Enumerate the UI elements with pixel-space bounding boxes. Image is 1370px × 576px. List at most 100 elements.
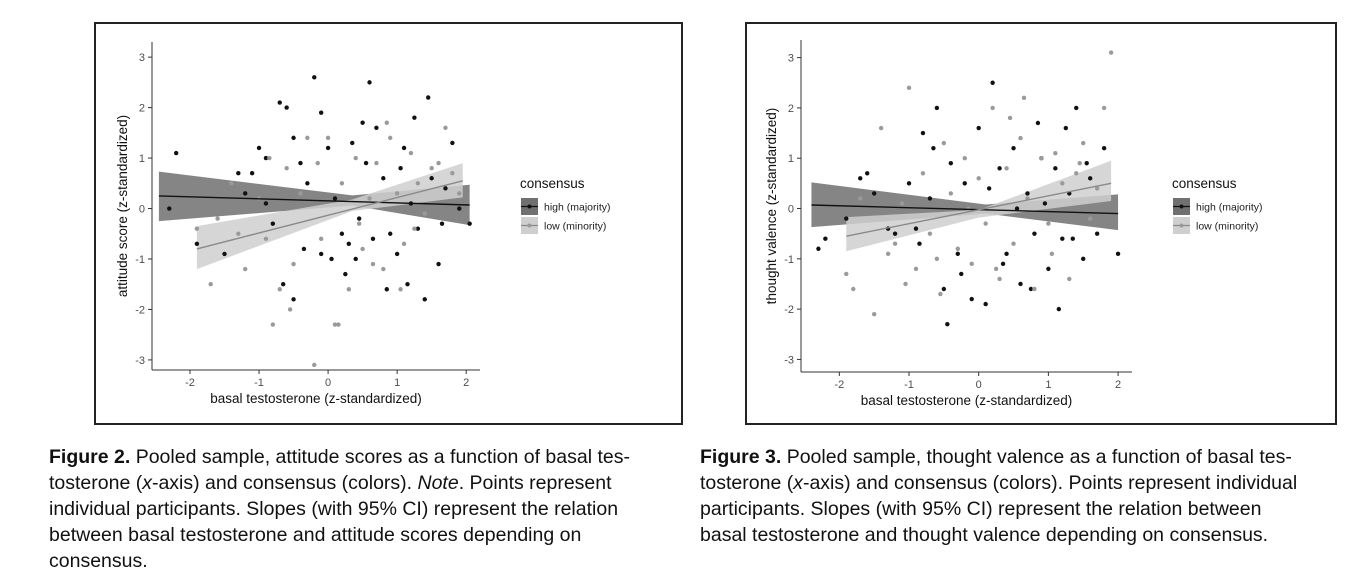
- data-point-high: [360, 120, 365, 125]
- y-tick-label: 0: [788, 204, 794, 216]
- caption-label: Figure 3.: [700, 446, 782, 468]
- data-point-low: [990, 105, 995, 111]
- legend-label: high (majority): [544, 202, 611, 214]
- caption-note: Note: [417, 472, 459, 494]
- data-point-high: [388, 231, 393, 236]
- data-point-high: [312, 75, 317, 80]
- data-point-high: [398, 165, 403, 171]
- data-point-low: [1074, 171, 1079, 176]
- data-point-high: [844, 216, 849, 221]
- y-tick-label: -3: [135, 355, 145, 367]
- data-point-low: [885, 251, 891, 256]
- figure-2-chart: -3 -2 -1 0 1 2 3 -2 -1 0 1 2 basal testosterone (z-s…: [115, 42, 611, 406]
- caption-line: -axis) and consensus (colors).: [151, 472, 418, 494]
- data-point-high: [969, 296, 974, 302]
- data-point-high: [298, 160, 303, 166]
- data-point-high: [892, 231, 898, 236]
- caption-line: Pooled sample, thought valence as a func…: [781, 446, 1292, 468]
- data-point-low: [381, 266, 386, 272]
- data-point-high: [350, 140, 355, 146]
- data-point-high: [1084, 161, 1089, 166]
- data-point-low: [1094, 186, 1100, 191]
- caption-line: between basal testosterone and attitude …: [49, 524, 582, 546]
- x-tick-label: -2: [834, 379, 844, 391]
- y-tick-label: -2: [784, 304, 794, 316]
- caption-label: Figure 2.: [49, 446, 131, 468]
- data-point-low: [938, 291, 943, 297]
- data-point-high: [467, 221, 472, 226]
- data-point-high: [412, 115, 417, 120]
- data-point-high: [941, 286, 947, 292]
- data-point-high: [339, 231, 345, 236]
- ci-band-high: [158, 171, 470, 226]
- data-point-high: [1074, 105, 1079, 111]
- data-point-low: [1004, 166, 1009, 171]
- data-point-high: [384, 287, 389, 292]
- data-point-low: [878, 125, 884, 131]
- data-point-high: [823, 236, 828, 241]
- data-point-low: [1060, 181, 1065, 186]
- data-point-high: [1000, 261, 1006, 267]
- data-point-low: [422, 211, 427, 216]
- figure-2-panel: -3 -2 -1 0 1 2 3 -2 -1 0 1 2 basal testosterone (z-s…: [94, 22, 683, 425]
- data-point-high: [1035, 120, 1041, 126]
- x-tick-label: 0: [976, 379, 982, 391]
- caption-line: individual participants. Slopes (with 95…: [49, 498, 619, 520]
- data-point-high: [381, 176, 386, 181]
- y-tick-label: 1: [788, 153, 794, 165]
- caption-italic: x: [142, 472, 152, 494]
- data-point-low: [983, 221, 988, 226]
- data-point-low: [1018, 135, 1023, 141]
- data-point-low: [415, 181, 421, 186]
- y-tick-label: 2: [788, 103, 794, 115]
- data-point-low: [398, 287, 403, 292]
- x-tick-label: 1: [1045, 379, 1051, 391]
- data-point-low: [215, 216, 220, 221]
- data-point-high: [865, 171, 870, 176]
- data-point-low: [913, 266, 919, 272]
- data-point-low: [1087, 216, 1093, 221]
- data-point-low: [1011, 241, 1016, 246]
- data-point-high: [1042, 201, 1048, 206]
- data-point-low: [429, 165, 434, 171]
- data-point-high: [1087, 176, 1093, 181]
- data-point-low: [401, 241, 407, 247]
- y-tick-label: 1: [139, 153, 145, 165]
- data-point-low: [353, 155, 358, 161]
- caption-line: tosterone (: [700, 472, 794, 494]
- data-point-high: [1032, 231, 1037, 236]
- legend-label: low (minority): [1196, 221, 1258, 233]
- legend-key-point: [1179, 223, 1184, 228]
- data-point-high: [1060, 236, 1065, 241]
- caption-line: -axis) and consensus (colors). Points re…: [802, 472, 1298, 494]
- data-point-high: [363, 160, 369, 166]
- data-point-low: [267, 155, 272, 161]
- data-point-high: [1101, 145, 1107, 151]
- legend-label: high (majority): [1196, 202, 1263, 214]
- data-point-low: [325, 135, 331, 141]
- data-point-low: [844, 271, 849, 277]
- data-point-low: [1108, 50, 1114, 55]
- data-point-high: [1046, 266, 1051, 272]
- y-axis-title: thought valence (z-standardized): [764, 108, 779, 305]
- figure-2-caption: Figure 2. Pooled sample, attitude scores…: [49, 444, 674, 574]
- data-point-high: [429, 176, 434, 181]
- data-point-low: [955, 246, 960, 251]
- data-point-high: [305, 181, 310, 186]
- data-point-low: [388, 135, 393, 141]
- data-point-low: [315, 160, 320, 166]
- data-point-high: [959, 271, 964, 277]
- data-point-low: [906, 85, 912, 90]
- data-point-low: [298, 191, 303, 196]
- data-point-high: [1011, 145, 1016, 151]
- data-point-low: [899, 201, 905, 206]
- data-point-low: [339, 181, 345, 186]
- data-point-low: [336, 322, 341, 327]
- data-point-high: [256, 145, 262, 151]
- data-point-high: [1056, 306, 1062, 312]
- data-point-high: [343, 271, 348, 277]
- data-point-low: [436, 160, 441, 166]
- data-point-low: [394, 191, 400, 196]
- data-point-low: [858, 196, 863, 201]
- x-tick-label: 1: [394, 377, 400, 389]
